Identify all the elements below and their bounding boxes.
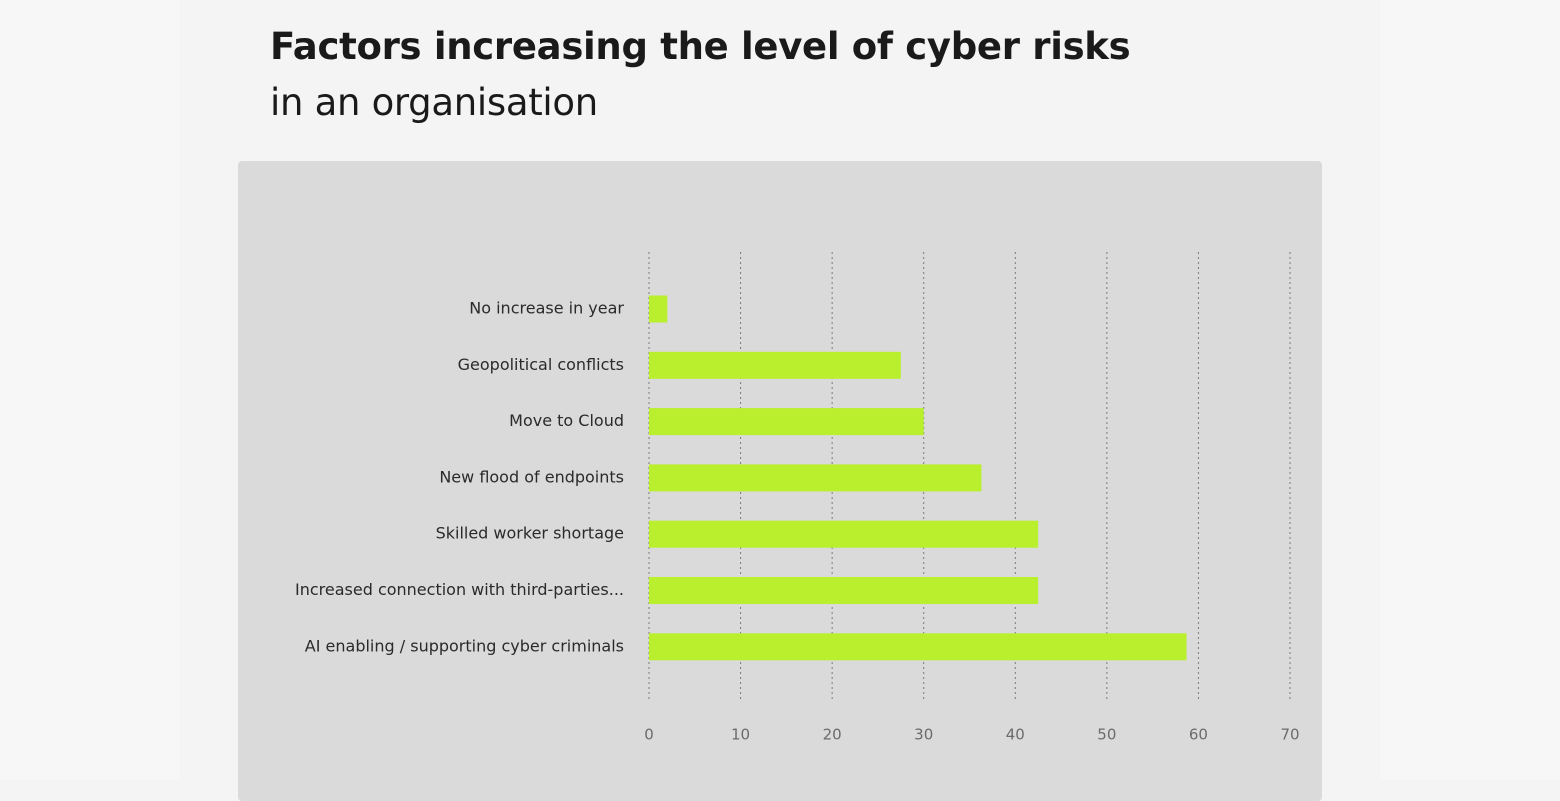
chart-title: Factors increasing the level of cyber ri… <box>270 25 1131 68</box>
bar <box>649 520 1039 548</box>
chart-panel: 0 10 20 30 40 50 60 70 No increase in year Geopol… <box>238 161 1322 801</box>
page-margin-left <box>0 0 180 780</box>
x-tick-label: 10 <box>731 726 750 744</box>
x-tick-label: 50 <box>1097 726 1116 744</box>
page-margin-right <box>1380 0 1560 780</box>
x-tick-label: 70 <box>1280 726 1299 744</box>
x-tick-label: 0 <box>644 726 654 744</box>
x-tick-label: 30 <box>914 726 933 744</box>
category-label: Move to Cloud <box>509 411 624 430</box>
bar <box>649 577 1039 604</box>
x-tick-label: 20 <box>823 726 842 744</box>
bar <box>649 295 668 323</box>
bar <box>649 464 982 492</box>
bar <box>649 408 924 436</box>
bar-chart: 0 10 20 30 40 50 60 70 No increase in year Geopol… <box>295 252 1300 744</box>
x-tick-label: 40 <box>1006 726 1025 744</box>
category-label: Skilled worker shortage <box>436 524 624 543</box>
category-label: No increase in year <box>469 299 624 318</box>
category-label: Geopolitical conflicts <box>458 355 624 374</box>
category-label: Increased connection with third-parties.… <box>295 580 624 599</box>
chart-subtitle: in an organisation <box>270 81 598 124</box>
bar <box>649 633 1187 661</box>
bar <box>649 351 901 379</box>
category-label: New flood of endpoints <box>439 467 624 486</box>
category-label: AI enabling / supporting cyber criminals <box>305 636 624 655</box>
x-tick-label: 60 <box>1189 726 1208 744</box>
